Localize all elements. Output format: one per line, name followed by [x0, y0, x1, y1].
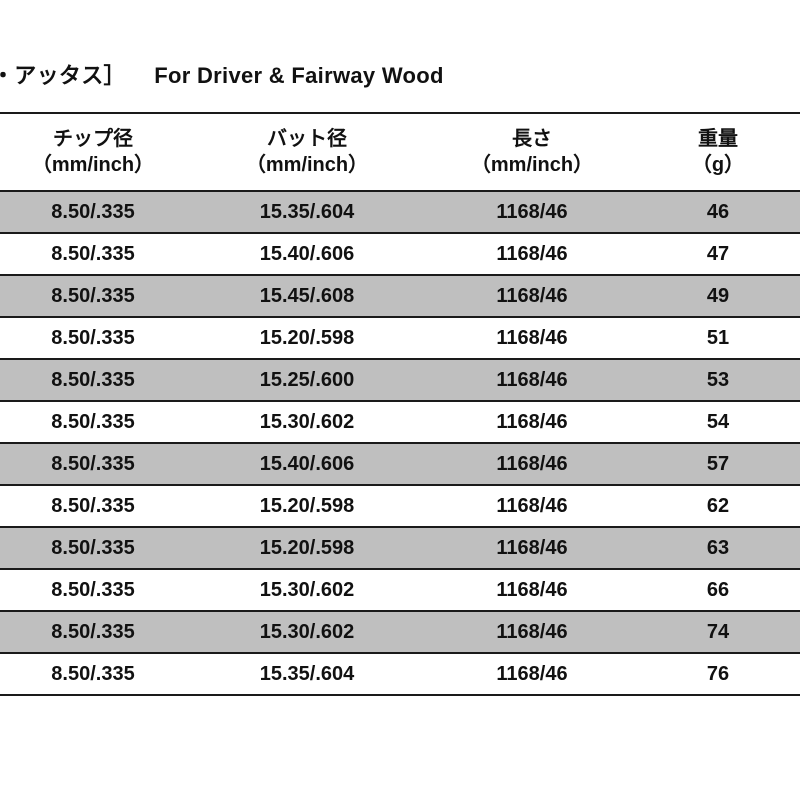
table-row: 8.50/.335 15.40/.606 1168/46 57 [0, 443, 800, 485]
col-header-weight-line2: （g） [636, 152, 800, 178]
cell-weight: 46 [636, 191, 800, 233]
table-row: 8.50/.335 15.45/.608 1168/46 49 [0, 275, 800, 317]
cell-length: 1168/46 [428, 527, 636, 569]
cell-butt: 15.30/.602 [186, 611, 428, 653]
col-header-weight: 重量 （g） [636, 113, 800, 191]
cell-weight: 49 [636, 275, 800, 317]
col-header-butt-line1: バット径 [186, 126, 428, 152]
cell-weight: 51 [636, 317, 800, 359]
col-header-tip-line1: チップ径 [0, 126, 186, 152]
col-header-butt-line2: （mm/inch） [186, 152, 428, 178]
table-row: 8.50/.335 15.20/.598 1168/46 63 [0, 527, 800, 569]
cell-length: 1168/46 [428, 275, 636, 317]
cell-tip: 8.50/.335 [0, 527, 186, 569]
table-row: 8.50/.335 15.20/.598 1168/46 62 [0, 485, 800, 527]
cell-butt: 15.30/.602 [186, 569, 428, 611]
cell-length: 1168/46 [428, 611, 636, 653]
cell-butt: 15.20/.598 [186, 317, 428, 359]
cell-weight: 57 [636, 443, 800, 485]
cell-butt: 15.20/.598 [186, 527, 428, 569]
cell-butt: 15.40/.606 [186, 233, 428, 275]
cell-length: 1168/46 [428, 233, 636, 275]
table-row: 8.50/.335 15.30/.602 1168/46 74 [0, 611, 800, 653]
cell-length: 1168/46 [428, 569, 636, 611]
cell-length: 1168/46 [428, 485, 636, 527]
table-row: 8.50/.335 15.35/.604 1168/46 46 [0, 191, 800, 233]
cell-tip: 8.50/.335 [0, 275, 186, 317]
title-en: For Driver & Fairway Wood [154, 63, 443, 89]
cell-weight: 74 [636, 611, 800, 653]
col-header-tip: チップ径 （mm/inch） [0, 113, 186, 191]
cell-tip: 8.50/.335 [0, 317, 186, 359]
col-header-length-line1: 長さ [428, 126, 636, 152]
cell-tip: 8.50/.335 [0, 443, 186, 485]
cell-butt: 15.35/.604 [186, 653, 428, 695]
cell-length: 1168/46 [428, 443, 636, 485]
col-header-weight-line1: 重量 [636, 126, 800, 152]
cell-butt: 15.40/.606 [186, 443, 428, 485]
page: ・アッタス］ For Driver & Fairway Wood チップ径 （m… [0, 0, 800, 800]
cell-tip: 8.50/.335 [0, 569, 186, 611]
title-jp-fragment: ・アッタス］ [0, 58, 126, 90]
cell-tip: 8.50/.335 [0, 191, 186, 233]
table-row: 8.50/.335 15.30/.602 1168/46 66 [0, 569, 800, 611]
cell-weight: 76 [636, 653, 800, 695]
cell-length: 1168/46 [428, 401, 636, 443]
cell-weight: 54 [636, 401, 800, 443]
cell-length: 1168/46 [428, 191, 636, 233]
cell-tip: 8.50/.335 [0, 233, 186, 275]
cell-tip: 8.50/.335 [0, 401, 186, 443]
cell-weight: 66 [636, 569, 800, 611]
cell-weight: 53 [636, 359, 800, 401]
table-row: 8.50/.335 15.35/.604 1168/46 76 [0, 653, 800, 695]
cell-tip: 8.50/.335 [0, 359, 186, 401]
header-row: チップ径 （mm/inch） バット径 （mm/inch） 長さ （mm/inc… [0, 113, 800, 191]
cell-weight: 63 [636, 527, 800, 569]
cell-butt: 15.25/.600 [186, 359, 428, 401]
spec-table-body: 8.50/.335 15.35/.604 1168/46 46 8.50/.33… [0, 191, 800, 695]
cell-tip: 8.50/.335 [0, 611, 186, 653]
col-header-length-line2: （mm/inch） [428, 152, 636, 178]
cell-tip: 8.50/.335 [0, 485, 186, 527]
cell-butt: 15.45/.608 [186, 275, 428, 317]
cell-tip: 8.50/.335 [0, 653, 186, 695]
table-row: 8.50/.335 15.25/.600 1168/46 53 [0, 359, 800, 401]
cell-butt: 15.30/.602 [186, 401, 428, 443]
cell-weight: 62 [636, 485, 800, 527]
col-header-length: 長さ （mm/inch） [428, 113, 636, 191]
table-row: 8.50/.335 15.20/.598 1168/46 51 [0, 317, 800, 359]
col-header-tip-line2: （mm/inch） [0, 152, 186, 178]
cell-length: 1168/46 [428, 653, 636, 695]
spec-table: チップ径 （mm/inch） バット径 （mm/inch） 長さ （mm/inc… [0, 112, 800, 696]
cell-butt: 15.35/.604 [186, 191, 428, 233]
cell-length: 1168/46 [428, 317, 636, 359]
col-header-butt: バット径 （mm/inch） [186, 113, 428, 191]
table-row: 8.50/.335 15.40/.606 1168/46 47 [0, 233, 800, 275]
cell-weight: 47 [636, 233, 800, 275]
cell-length: 1168/46 [428, 359, 636, 401]
title-line: ・アッタス］ For Driver & Fairway Wood [0, 58, 800, 112]
cell-butt: 15.20/.598 [186, 485, 428, 527]
table-row: 8.50/.335 15.30/.602 1168/46 54 [0, 401, 800, 443]
spec-table-head: チップ径 （mm/inch） バット径 （mm/inch） 長さ （mm/inc… [0, 113, 800, 191]
